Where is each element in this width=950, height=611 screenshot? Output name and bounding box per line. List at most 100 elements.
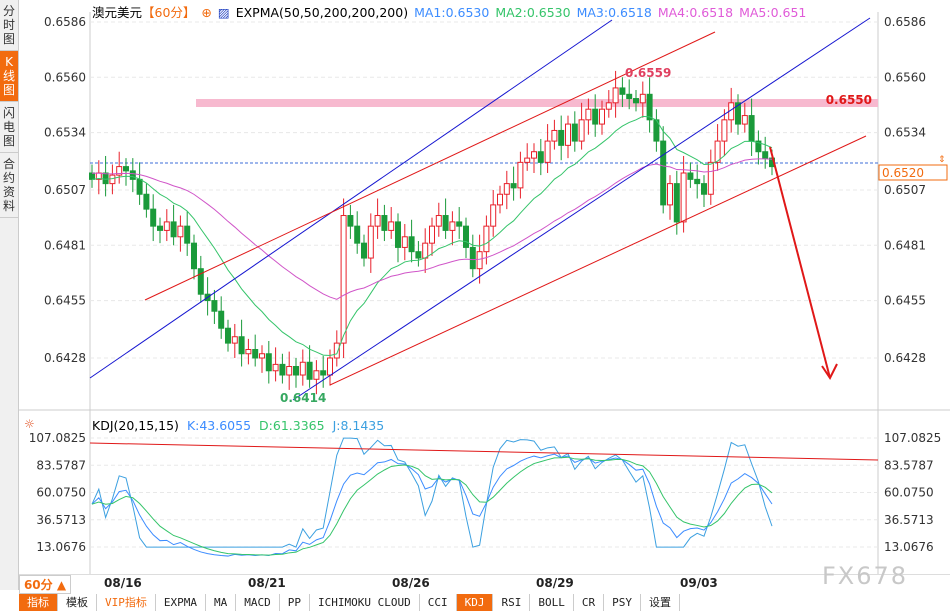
sidebar-tab[interactable]: 闪电图	[0, 102, 18, 153]
kdj-k-line	[91, 453, 773, 557]
indicator-tab[interactable]: VIP指标	[97, 594, 156, 611]
indicator-tab[interactable]: KDJ	[456, 594, 494, 611]
indicator-tab[interactable]: 设置	[640, 594, 680, 611]
price-chart[interactable]: ☼ 0.6586 0.6586 0.6560 0.6560 0.6534 0.6534 0.6…	[0, 0, 950, 575]
indicator-tab[interactable]: PP	[279, 594, 310, 611]
candle	[639, 93, 646, 104]
candle	[299, 361, 306, 376]
candle	[157, 225, 163, 231]
settings-icon: ☼	[24, 417, 35, 431]
kdj-tick-left: 36.5713	[36, 513, 86, 527]
candle	[503, 183, 510, 195]
indicator-tab[interactable]: CR	[573, 594, 605, 611]
candle	[469, 246, 476, 270]
candle	[252, 348, 259, 359]
candle	[612, 87, 619, 104]
ema-line-fast	[91, 115, 773, 356]
candle	[483, 225, 490, 253]
candle	[89, 172, 95, 180]
forecast-arrow	[769, 146, 831, 379]
watermark-logo: FX678	[822, 562, 909, 590]
kdj-tick-right: 107.0825	[884, 431, 941, 445]
candle	[197, 268, 204, 295]
candle	[102, 172, 109, 185]
candle	[340, 215, 347, 344]
price-tick-right: 0.6455	[884, 294, 926, 308]
candle	[626, 93, 633, 100]
indicator-tab[interactable]: MA	[206, 594, 237, 611]
resistance-label: 0.6550	[826, 93, 872, 107]
candle	[211, 300, 218, 312]
low-label: 0.6414	[280, 391, 326, 405]
candle	[265, 353, 272, 372]
sidebar: 分时图 K线图 闪电图 合约资料	[0, 0, 19, 590]
indicator-tab[interactable]: PSY	[604, 594, 641, 611]
crosshair-icon[interactable]: ⊕	[201, 5, 212, 20]
candle	[408, 236, 415, 253]
candle	[218, 310, 225, 329]
candle	[306, 361, 313, 380]
candle	[415, 251, 422, 259]
kdj-tick-left: 60.0750	[36, 486, 86, 500]
indicator-tab[interactable]: RSI	[493, 594, 531, 611]
candle	[619, 87, 626, 95]
candle	[599, 108, 605, 125]
sidebar-tab[interactable]: K线图	[0, 51, 18, 102]
candle	[333, 342, 340, 359]
candle	[320, 370, 327, 376]
candle	[143, 193, 150, 210]
kdj-d: D:61.3365	[259, 418, 325, 433]
candle	[762, 151, 769, 159]
indicator-tab[interactable]: 模板	[58, 594, 97, 611]
indicator-tab[interactable]: EXPMA	[155, 594, 206, 611]
price-tick-left: 0.6560	[44, 70, 86, 84]
sidebar-tab[interactable]: 合约资料	[0, 153, 18, 218]
candle	[755, 140, 762, 153]
indicator-tab[interactable]: 指标	[19, 594, 58, 611]
candle	[442, 215, 449, 231]
candle	[707, 161, 714, 195]
sidebar-tab[interactable]: 分时图	[0, 0, 18, 51]
indicator-tab[interactable]: ICHIMOKU CLOUD	[310, 594, 420, 611]
date-label: 08/26	[392, 576, 430, 590]
date-label: 09/03	[680, 576, 718, 590]
candle	[687, 172, 694, 180]
candle	[714, 140, 721, 163]
arrow-head-icon	[821, 363, 838, 380]
kdj-trend-line	[89, 442, 879, 461]
indicator-tab[interactable]: CCI	[419, 594, 457, 611]
kdj-tick-right: 36.5713	[884, 513, 934, 527]
candle	[735, 102, 741, 125]
candle	[395, 221, 401, 248]
indicator-icon[interactable]: ▨	[217, 5, 230, 20]
candle	[129, 170, 136, 180]
candle	[354, 225, 361, 244]
candle	[463, 225, 469, 248]
candle	[435, 215, 442, 227]
price-tick-left: 0.6586	[44, 15, 86, 29]
price-tick-left: 0.6534	[44, 126, 86, 140]
kdj-j-line	[91, 437, 773, 548]
candle	[667, 183, 673, 206]
candle	[109, 174, 116, 185]
candle	[225, 327, 231, 344]
candle	[558, 129, 565, 146]
period-selector[interactable]: 60分 ▲	[19, 575, 71, 594]
indicator-tab[interactable]: BOLL	[530, 594, 574, 611]
trend-line	[292, 17, 871, 401]
kdj-tick-left: 83.5787	[36, 458, 86, 472]
candle	[327, 357, 333, 376]
price-tick-left: 0.6481	[44, 238, 86, 252]
indicator-tab[interactable]: MACD	[236, 594, 280, 611]
indicator-name: EXPMA(50,50,200,200,200)	[235, 5, 409, 20]
candle	[272, 363, 279, 372]
candle	[259, 353, 265, 359]
ema-line-slow	[91, 158, 773, 300]
candle	[565, 123, 571, 146]
candle	[517, 161, 524, 189]
candle	[585, 108, 592, 121]
current-price-label: 0.6520	[882, 166, 924, 180]
candle	[537, 151, 544, 163]
candle	[701, 183, 707, 195]
candle	[238, 336, 245, 355]
